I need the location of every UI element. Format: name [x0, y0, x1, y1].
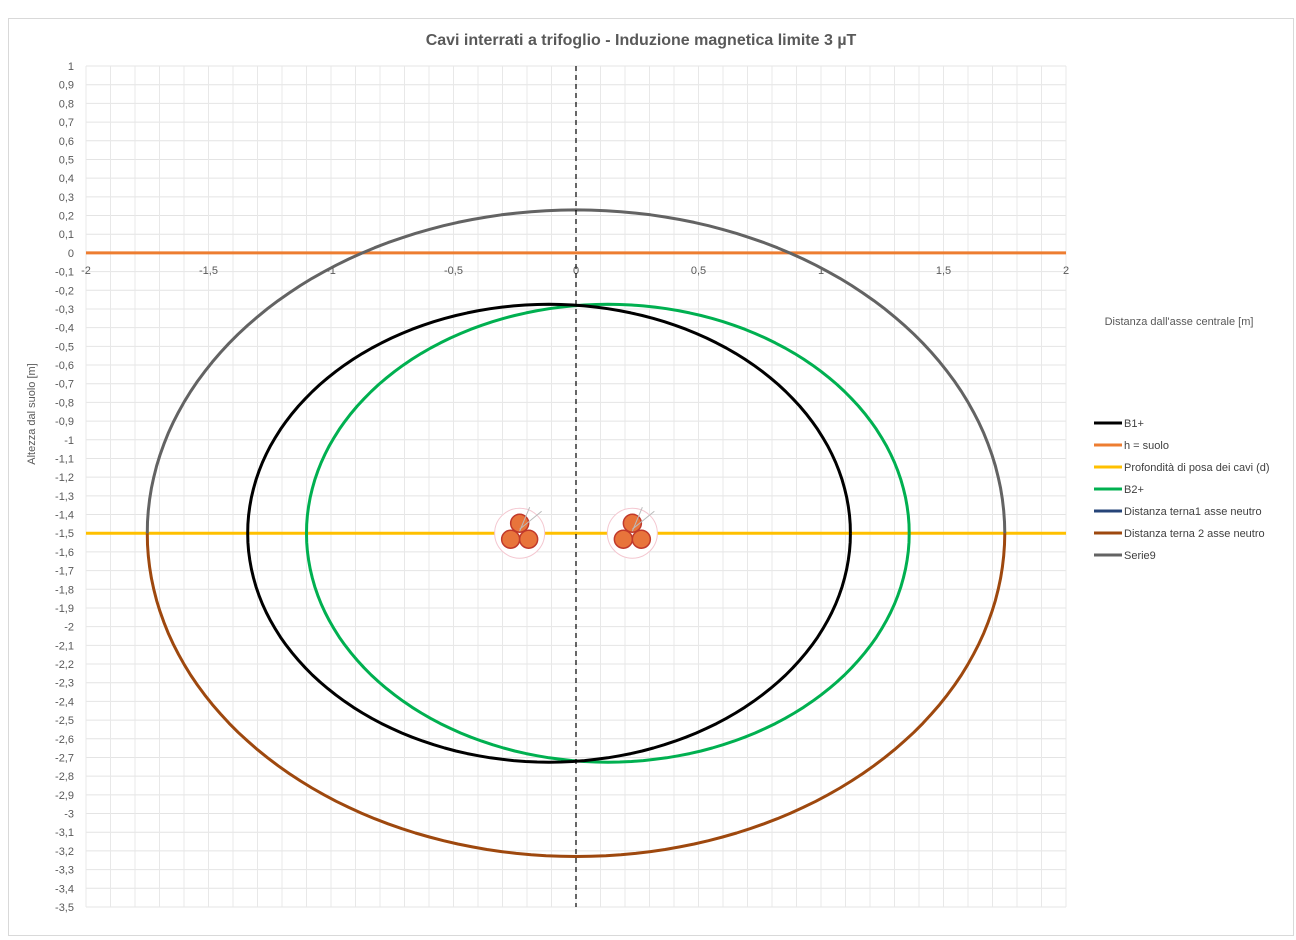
y-tick-label: 0,7: [59, 117, 74, 129]
cable-trefoil-icon: [606, 507, 658, 559]
x-tick-label: -1: [326, 265, 336, 277]
y-tick-label: -2,4: [55, 696, 74, 708]
y-tick-labels: 1 0,9 0,8 0,7 0,6 0,5 0,4 0,3 0,2 0,1 0 -0,1 -0,2 -0,…: [55, 61, 74, 914]
y-tick-label: -3,4: [55, 883, 74, 895]
y-tick-label: -2,1: [55, 640, 74, 652]
y-tick-label: -0,2: [55, 285, 74, 297]
y-tick-label: -2,9: [55, 790, 74, 802]
x-axis-title: Distanza dall'asse centrale [m]: [1105, 316, 1254, 328]
cable-conductor: [518, 529, 539, 549]
x-tick-label: -1,5: [199, 265, 218, 277]
chart-frame: Cavi interrati a trifoglio - Induzione m…: [8, 18, 1294, 936]
y-tick-label: 0: [68, 248, 74, 260]
x-tick-label: -0,5: [444, 265, 463, 277]
legend-label: B1+: [1124, 418, 1144, 430]
y-tick-label: 0,2: [59, 211, 74, 223]
cable-trefoil-icon: [494, 507, 546, 559]
y-tick-label: -0,4: [55, 323, 74, 335]
x-tick-label: 0,5: [691, 265, 706, 277]
cable-layer: [494, 507, 658, 559]
cable-leader: [519, 510, 542, 530]
legend: B1+ h = suolo Profondità di posa dei cavi …: [1094, 418, 1270, 562]
chart-svg: Cavi interrati a trifoglio - Induzione m…: [26, 32, 1270, 914]
y-tick-label: 0,8: [59, 98, 74, 110]
y-tick-label: -2: [64, 622, 74, 634]
chart-title: Cavi interrati a trifoglio - Induzione m…: [426, 32, 857, 49]
y-tick-label: -3: [64, 809, 74, 821]
y-tick-label: -1,4: [55, 510, 74, 522]
y-tick-label: -1,8: [55, 584, 74, 596]
y-tick-label: -1,7: [55, 566, 74, 578]
y-axis-title: Altezza dal suolo [m]: [26, 363, 38, 465]
cable-leader: [631, 507, 643, 532]
cable-conductor: [622, 513, 643, 533]
x-tick-label: 1,5: [936, 265, 951, 277]
y-tick-label: -0,3: [55, 304, 74, 316]
y-tick-label: -3,1: [55, 827, 74, 839]
y-tick-label: -2,3: [55, 678, 74, 690]
y-tick-label: -0,6: [55, 360, 74, 372]
y-tick-label: -2,6: [55, 734, 74, 746]
x-tick-label: 1: [818, 265, 824, 277]
y-tick-label: -1,5: [55, 528, 74, 540]
y-tick-label: -2,2: [55, 659, 74, 671]
y-tick-label: 0,9: [59, 80, 74, 92]
cable-conductor: [613, 529, 634, 549]
x-tick-label: -2: [81, 265, 91, 277]
y-tick-label: -3,5: [55, 902, 74, 914]
y-tick-label: -2,5: [55, 715, 74, 727]
legend-label: Serie9: [1124, 550, 1156, 562]
cable-leader: [632, 510, 655, 530]
y-tick-label: -0,9: [55, 416, 74, 428]
legend-label: Distanza terna 2 asse neutro: [1124, 528, 1265, 540]
y-tick-label: 0,6: [59, 136, 74, 148]
legend-label: h = suolo: [1124, 440, 1169, 452]
y-tick-label: -1,3: [55, 491, 74, 503]
cable-conductor: [509, 513, 530, 533]
y-tick-label: 0,3: [59, 192, 74, 204]
y-tick-label: 0,4: [59, 173, 74, 185]
y-tick-label: -1,6: [55, 547, 74, 559]
y-tick-label: -3,2: [55, 846, 74, 858]
y-tick-label: -0,1: [55, 267, 74, 279]
y-tick-label: 0,5: [59, 154, 74, 166]
y-tick-label: -0,7: [55, 379, 74, 391]
series-b1: [246, 302, 852, 764]
x-tick-label: 0: [573, 265, 579, 277]
legend-label: B2+: [1124, 484, 1144, 496]
y-tick-label: 0,1: [59, 229, 74, 241]
y-tick-label: 1: [68, 61, 74, 73]
x-tick-label: 2: [1063, 265, 1069, 277]
cable-leader: [519, 507, 531, 532]
cable-conductor: [631, 529, 652, 549]
series-layer: [86, 66, 1066, 907]
series-serie9: [145, 208, 1007, 534]
y-tick-label: -1,9: [55, 603, 74, 615]
series-b2: [305, 302, 911, 764]
y-tick-label: -3,3: [55, 865, 74, 877]
y-tick-label: -1,2: [55, 472, 74, 484]
series-distanza-terna-2-asse-neutro: [145, 533, 1007, 858]
y-tick-label: -2,7: [55, 752, 74, 764]
cable-conductor: [500, 529, 521, 549]
y-tick-label: -1,1: [55, 453, 74, 465]
legend-label: Distanza terna1 asse neutro: [1124, 506, 1262, 518]
y-tick-label: -1: [64, 435, 74, 447]
legend-label: Profondità di posa dei cavi (d): [1124, 462, 1270, 474]
y-tick-label: -2,8: [55, 771, 74, 783]
y-tick-label: -0,5: [55, 341, 74, 353]
y-tick-label: -0,8: [55, 397, 74, 409]
x-tick-labels: -2 -1,5 -1 -0,5 0 0,5 1 1,5 2: [81, 265, 1069, 277]
grid-layer: [85, 65, 1067, 908]
